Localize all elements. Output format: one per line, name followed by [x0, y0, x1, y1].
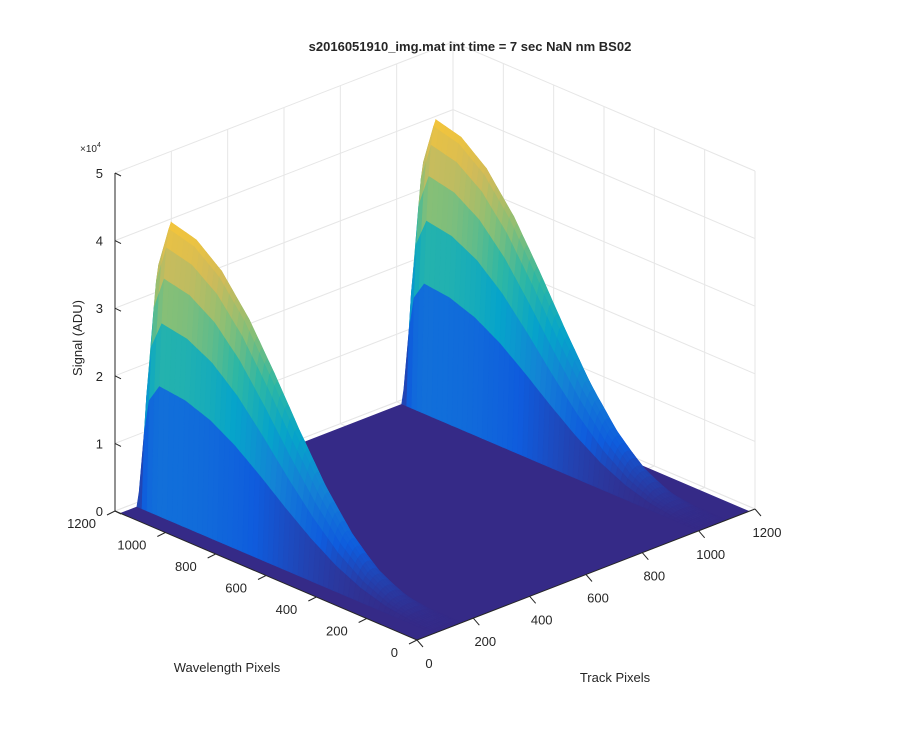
- grid-line: [114, 109, 454, 242]
- z-tick-label: 3: [96, 301, 103, 316]
- y-tick-label: 0: [391, 645, 398, 660]
- y-tick-label: 600: [225, 581, 247, 596]
- z-tick: [114, 172, 122, 177]
- x-tick: [472, 617, 480, 626]
- axis-labels: s2016051910_img.mat int time = 7 sec NaN…: [70, 39, 651, 685]
- y-tick-label: 1200: [67, 516, 96, 531]
- x-tick-label: 400: [531, 612, 553, 627]
- z-tick-label: 0: [96, 504, 103, 519]
- x-tick-label: 0: [425, 656, 432, 671]
- z-exponent-base: ×10: [80, 144, 97, 155]
- grid-line: [114, 41, 454, 174]
- y-tick: [408, 639, 418, 645]
- y-tick-label: 200: [326, 624, 348, 639]
- y-tick: [157, 532, 166, 537]
- chart-title: s2016051910_img.mat int time = 7 sec NaN…: [309, 39, 632, 54]
- surface: [120, 118, 750, 640]
- z-tick: [114, 442, 122, 447]
- x-tick: [529, 596, 537, 604]
- x-tick-label: 200: [474, 634, 496, 649]
- x-axis-label: Track Pixels: [580, 670, 651, 685]
- y-tick-label: 800: [175, 559, 197, 574]
- z-exponent-power: 4: [97, 142, 101, 149]
- z-tick-label: 4: [96, 234, 103, 249]
- x-tick: [754, 508, 762, 517]
- z-axis-label: Signal (ADU): [70, 300, 85, 376]
- z-tick: [114, 240, 122, 245]
- x-tick: [416, 639, 424, 648]
- z-tick-label: 2: [96, 369, 103, 384]
- y-axis-label: Wavelength Pixels: [174, 660, 281, 675]
- x-tick: [698, 530, 706, 539]
- z-tick-label: 1: [96, 436, 103, 451]
- x-tick-label: 1000: [696, 547, 725, 562]
- x-tick-label: 600: [587, 591, 609, 606]
- z-tick: [114, 510, 122, 515]
- y-tick-label: 1000: [117, 538, 146, 553]
- y-tick-label: 400: [276, 602, 298, 617]
- y-tick: [257, 575, 267, 580]
- x-tick-label: 800: [643, 569, 665, 584]
- y-tick: [207, 553, 216, 559]
- grid-line: [452, 41, 756, 172]
- y-tick: [106, 510, 116, 516]
- y-tick: [358, 618, 367, 623]
- x-tick-label: 1200: [753, 525, 782, 540]
- z-tick-label: 5: [96, 166, 103, 181]
- z-exponent-label: ×104: [80, 142, 101, 155]
- x-tick: [585, 574, 593, 582]
- y-tick: [308, 596, 317, 602]
- z-tick: [114, 375, 122, 380]
- x-tick: [641, 552, 649, 560]
- z-tick: [114, 307, 122, 312]
- axes: 0200400600800100012000200400600800100012…: [67, 166, 781, 671]
- grid-line: [452, 109, 756, 240]
